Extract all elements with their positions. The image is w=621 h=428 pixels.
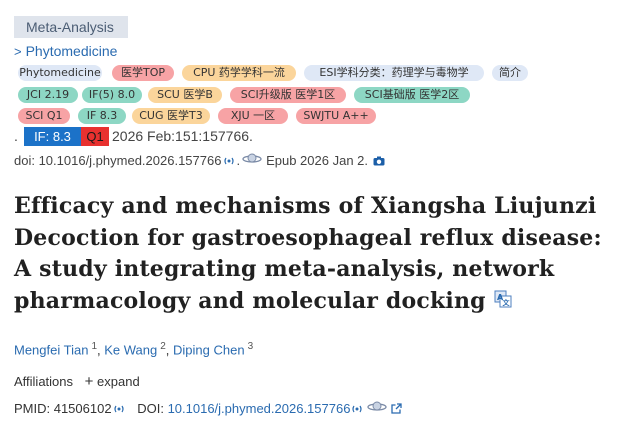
doi-text[interactable]: doi: 10.1016/j.phymed.2026.157766 xyxy=(14,153,222,168)
camera-icon[interactable] xyxy=(373,153,387,171)
author-affiliation-number[interactable]: 2 xyxy=(160,341,166,352)
author-affiliation-number[interactable]: 1 xyxy=(91,341,97,352)
quartile-badge: Q1 xyxy=(81,127,109,146)
metrics-row: . IF: 8.3 Q1 2026 Feb:151:157766. xyxy=(14,127,314,146)
author-affiliation-number[interactable]: 3 xyxy=(247,341,254,352)
publication-info: 2026 Feb:151:157766. xyxy=(112,128,253,144)
expand-label: expand xyxy=(97,374,140,389)
tag-sci-q1[interactable]: SCI Q1 xyxy=(18,108,70,124)
tag-esi[interactable]: ESI学科分类：药理学与毒物学 xyxy=(304,65,484,81)
chevron-right-icon: > xyxy=(14,44,22,59)
doi-label: DOI: xyxy=(137,401,164,416)
svg-text:文: 文 xyxy=(502,298,510,307)
author-link[interactable]: Diping Chen xyxy=(173,342,245,358)
metric-dot: . xyxy=(14,128,18,144)
affiliations-label: Affiliations xyxy=(14,374,74,389)
author-link[interactable]: Mengfei Tian xyxy=(14,342,89,358)
doi-period: . xyxy=(236,153,241,168)
broadcast-icon[interactable] xyxy=(350,401,364,419)
plus-icon: + xyxy=(84,373,94,390)
affiliations-row: Affiliations + expand xyxy=(14,373,140,391)
planet-icon[interactable] xyxy=(367,400,389,419)
tag-sci-basic[interactable]: SCI基础版 医学2区 xyxy=(354,87,470,103)
article-title: Efficacy and mechanisms of Xiangsha Liuj… xyxy=(14,191,614,317)
tag-if[interactable]: IF 8.3 xyxy=(78,108,126,124)
tag-swjtu[interactable]: SWJTU A++ xyxy=(296,108,376,124)
identifiers-row: PMID: 41506102 DOI: 10.1016/j.phymed.202… xyxy=(14,400,405,419)
tag-if5[interactable]: IF(5) 8.0 xyxy=(82,87,142,103)
tag-scu[interactable]: SCU 医学B xyxy=(148,87,222,103)
tag-sci-upgrade[interactable]: SCI升级版 医学1区 xyxy=(230,87,346,103)
author-link[interactable]: Ke Wang xyxy=(104,342,158,358)
pmid: PMID: 41506102 xyxy=(14,401,112,416)
tag-xju[interactable]: XJU 一区 xyxy=(218,108,288,124)
broadcast-icon[interactable] xyxy=(112,401,126,419)
svg-text:A: A xyxy=(497,293,504,302)
tag-journal[interactable]: Phytomedicine xyxy=(18,65,102,81)
epub-date: Epub 2026 Jan 2. xyxy=(266,153,368,168)
broadcast-icon[interactable] xyxy=(222,153,236,171)
doi-link[interactable]: 10.1016/j.phymed.2026.157766 xyxy=(167,401,351,416)
external-link-icon[interactable] xyxy=(391,401,405,419)
doi-line: doi: 10.1016/j.phymed.2026.157766 . Epub… xyxy=(14,152,387,170)
tag-jci[interactable]: JCI 2.19 xyxy=(18,87,78,103)
tag-intro[interactable]: 简介 xyxy=(492,65,528,81)
journal-link[interactable]: > Phytomedicine xyxy=(14,43,117,59)
planet-icon[interactable] xyxy=(242,152,264,171)
author-list: Mengfei Tian 1, Ke Wang 2, Diping Chen 3 xyxy=(14,341,254,358)
tag-cpu[interactable]: CPU 药学学科一流 xyxy=(182,65,296,81)
tag-medicine-top[interactable]: 医学TOP xyxy=(112,65,174,81)
tag-cug[interactable]: CUG 医学T3 xyxy=(132,108,210,124)
article-type-badge: Meta-Analysis xyxy=(14,16,128,38)
impact-factor-badge: IF: 8.3 xyxy=(24,127,81,146)
journal-link-label[interactable]: Phytomedicine xyxy=(25,43,118,59)
article-title-text: Efficacy and mechanisms of Xiangsha Liuj… xyxy=(14,193,602,314)
expand-affiliations-button[interactable]: + expand xyxy=(84,373,140,390)
